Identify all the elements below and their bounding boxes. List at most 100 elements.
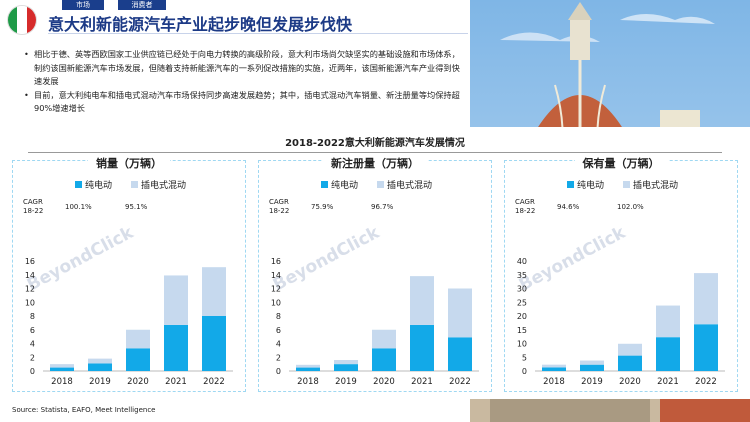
chart-panel: 2018-2022意大利新能源汽车发展情况 销量（万辆） 纯电动 插电式混动 CAG… xyxy=(0,127,750,399)
bar-segment xyxy=(410,324,434,371)
y-tick-label: 4 xyxy=(30,340,35,349)
y-tick-label: 40 xyxy=(517,257,527,266)
cagr-value: 102.0% xyxy=(617,203,644,211)
x-tick-label: 2020 xyxy=(127,377,149,387)
bullet-list: 相比于德、英等西欧国家工业供应链已经处于向电力转换的高级阶段，意大利市场尚欠缺坚… xyxy=(24,48,464,116)
watermark-text: BeyondClick xyxy=(270,222,383,295)
y-tick-label: 0 xyxy=(30,367,35,376)
x-tick-label: 2020 xyxy=(373,377,395,387)
bar-segment xyxy=(296,364,320,368)
bar-segment xyxy=(126,329,150,349)
chart-box-stock: 保有量（万辆） 纯电动 插电式混动 CAGR 18-22 94.6% 102.0% Beyo… xyxy=(504,157,738,392)
bullet-item: 相比于德、英等西欧国家工业供应链已经处于向电力转换的高级阶段，意大利市场尚欠缺坚… xyxy=(24,48,464,89)
y-tick-label: 6 xyxy=(276,326,281,335)
bar-segment xyxy=(580,360,604,365)
cagr-value: 75.9% xyxy=(311,203,334,211)
source-note: Source: Statista, EAFO, Meet Intelligenc… xyxy=(12,406,156,414)
bar-segment xyxy=(542,364,566,368)
bar-segment xyxy=(448,288,472,338)
legend-swatch xyxy=(567,181,574,188)
legend-label: 插电式混动 xyxy=(387,179,432,191)
x-tick-label: 2020 xyxy=(619,377,641,387)
x-tick-label: 2021 xyxy=(165,377,187,387)
watermark-text: BeyondClick xyxy=(516,222,629,295)
bar-segment xyxy=(372,348,396,371)
y-tick-label: 10 xyxy=(517,340,527,349)
cagr-value: 100.1% xyxy=(65,203,92,211)
x-tick-label: 2018 xyxy=(543,377,565,387)
section-title: 2018-2022意大利新能源汽车发展情况 xyxy=(285,138,465,149)
legend-label: 插电式混动 xyxy=(633,179,678,191)
bar-segment xyxy=(618,343,642,356)
y-tick-label: 8 xyxy=(276,312,281,321)
y-tick-label: 8 xyxy=(30,312,35,321)
bar-segment xyxy=(334,364,358,371)
chart-box-sales: 销量（万辆） 纯电动 插电式混动 CAGR 18-22 100.1% 95.1% Beyon… xyxy=(12,157,246,392)
cagr-label: CAGR xyxy=(515,198,535,206)
x-tick-label: 2019 xyxy=(335,377,357,387)
bar-segment xyxy=(164,324,188,371)
bullet-item: 目前，意大利纯电车和插电式混动汽车市场保持同步高速发展趋势；其中，插电式混动汽车… xyxy=(24,89,464,116)
bar-segment xyxy=(334,360,358,365)
section-rule xyxy=(28,152,722,153)
y-tick-label: 30 xyxy=(517,285,527,294)
y-tick-label: 2 xyxy=(276,353,281,362)
watermark-text: BeyondClick xyxy=(24,222,137,295)
legend-swatch xyxy=(131,181,138,188)
y-tick-label: 14 xyxy=(25,271,35,280)
bar-segment xyxy=(410,276,434,325)
bar-segment xyxy=(542,367,566,371)
y-tick-label: 6 xyxy=(30,326,35,335)
italy-flag-icon xyxy=(8,6,36,34)
x-tick-label: 2018 xyxy=(51,377,73,387)
cagr-value: 94.6% xyxy=(557,203,580,211)
cagr-value: 96.7% xyxy=(371,203,394,211)
legend-label: 插电式混动 xyxy=(141,179,186,191)
y-tick-label: 0 xyxy=(522,367,527,376)
cagr-label: 18-22 xyxy=(23,207,43,215)
title-divider xyxy=(48,33,468,34)
x-tick-label: 2021 xyxy=(657,377,679,387)
cagr-label: 18-22 xyxy=(515,207,535,215)
cagr-label: CAGR xyxy=(23,198,43,206)
legend-label: 纯电动 xyxy=(577,179,604,191)
bar-segment xyxy=(694,324,718,371)
bar-segment xyxy=(164,275,188,325)
tag-consumer: 消费者 xyxy=(118,0,166,10)
bar-segment xyxy=(618,355,642,371)
x-tick-label: 2019 xyxy=(89,377,111,387)
legend-swatch xyxy=(377,181,384,188)
bar-segment xyxy=(372,329,396,349)
cagr-label: 18-22 xyxy=(269,207,289,215)
y-tick-label: 4 xyxy=(276,340,281,349)
bar-segment xyxy=(88,363,112,371)
x-tick-label: 2018 xyxy=(297,377,319,387)
x-tick-label: 2021 xyxy=(411,377,433,387)
legend-swatch xyxy=(623,181,630,188)
legend-swatch xyxy=(321,181,328,188)
bar-segment xyxy=(50,364,74,368)
bar-segment xyxy=(580,364,604,371)
chart-title: 保有量（万辆） xyxy=(574,157,668,170)
bar-segment xyxy=(126,348,150,371)
y-tick-label: 20 xyxy=(517,312,527,321)
bar-segment xyxy=(448,337,472,371)
y-tick-label: 16 xyxy=(271,257,281,266)
y-tick-label: 2 xyxy=(30,353,35,362)
chart-title: 销量（万辆） xyxy=(88,157,170,170)
y-tick-label: 15 xyxy=(517,326,527,335)
x-tick-label: 2022 xyxy=(203,377,225,387)
y-tick-label: 12 xyxy=(25,285,35,294)
y-tick-label: 25 xyxy=(517,298,527,307)
y-tick-label: 0 xyxy=(276,367,281,376)
x-tick-label: 2019 xyxy=(581,377,603,387)
chart-title: 新注册量（万辆） xyxy=(323,157,427,170)
bar-segment xyxy=(656,305,680,338)
bar-segment xyxy=(50,367,74,371)
y-tick-label: 12 xyxy=(271,285,281,294)
bar-segment xyxy=(202,316,226,371)
bar-segment xyxy=(296,367,320,371)
bar-segment xyxy=(202,267,226,316)
